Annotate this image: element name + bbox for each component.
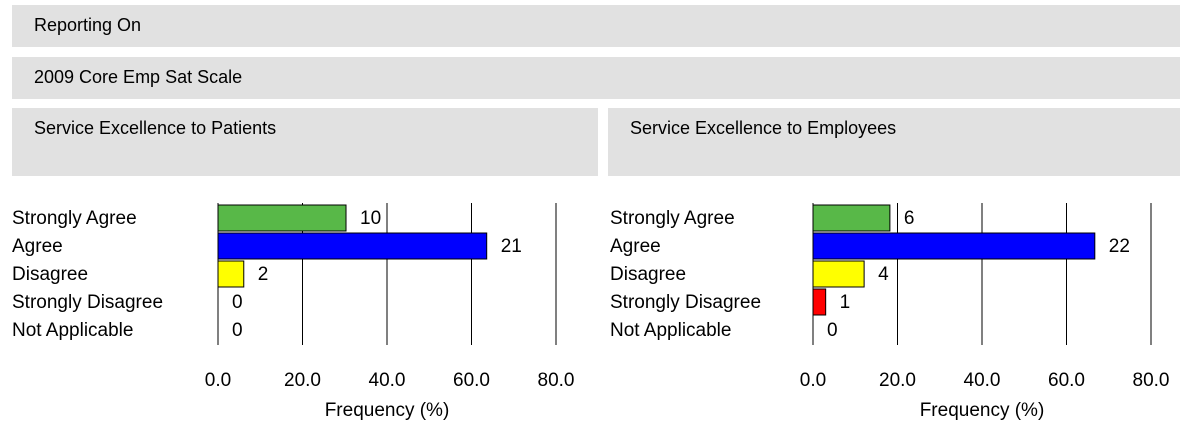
chart-title: Service Excellence to Patients	[12, 108, 598, 176]
category-label: Agree	[12, 236, 63, 257]
category-label: Disagree	[610, 264, 686, 285]
x-tick-label: 0.0	[800, 370, 826, 391]
data-label: 2	[258, 264, 269, 285]
data-label: 22	[1109, 236, 1130, 257]
x-axis-label: Frequency (%)	[920, 400, 1045, 421]
x-tick-label: 60.0	[1048, 370, 1085, 391]
x-tick-label: 0.0	[205, 370, 231, 391]
data-label: 6	[904, 208, 915, 229]
data-label: 10	[360, 208, 381, 229]
category-label: Strongly Disagree	[610, 292, 761, 313]
x-tick-label: 80.0	[538, 370, 575, 391]
data-label: 1	[840, 292, 851, 313]
data-label: 21	[501, 236, 522, 257]
x-tick-label: 80.0	[1133, 370, 1170, 391]
category-label: Disagree	[12, 264, 88, 285]
bar	[217, 232, 488, 260]
bar	[812, 204, 891, 232]
category-label: Not Applicable	[12, 320, 133, 341]
bar	[812, 232, 1096, 260]
x-tick-label: 20.0	[284, 370, 321, 391]
x-tick-label: 20.0	[879, 370, 916, 391]
category-label: Not Applicable	[610, 320, 731, 341]
x-tick-label: 60.0	[453, 370, 490, 391]
data-label: 0	[827, 320, 838, 341]
data-label: 0	[232, 292, 243, 313]
data-label: 0	[232, 320, 243, 341]
scale-header: 2009 Core Emp Sat Scale	[12, 57, 1180, 99]
bar	[812, 288, 827, 316]
data-label: 4	[878, 264, 889, 285]
category-label: Strongly Agree	[12, 208, 137, 229]
category-label: Strongly Agree	[610, 208, 735, 229]
bar	[812, 260, 865, 288]
x-tick-label: 40.0	[964, 370, 1001, 391]
category-label: Agree	[610, 236, 661, 257]
category-label: Strongly Disagree	[12, 292, 163, 313]
bar	[217, 260, 245, 288]
x-axis-label: Frequency (%)	[325, 400, 450, 421]
bar	[217, 204, 347, 232]
x-tick-label: 40.0	[369, 370, 406, 391]
section-header: Reporting On	[12, 5, 1180, 47]
chart-title: Service Excellence to Employees	[608, 108, 1180, 176]
